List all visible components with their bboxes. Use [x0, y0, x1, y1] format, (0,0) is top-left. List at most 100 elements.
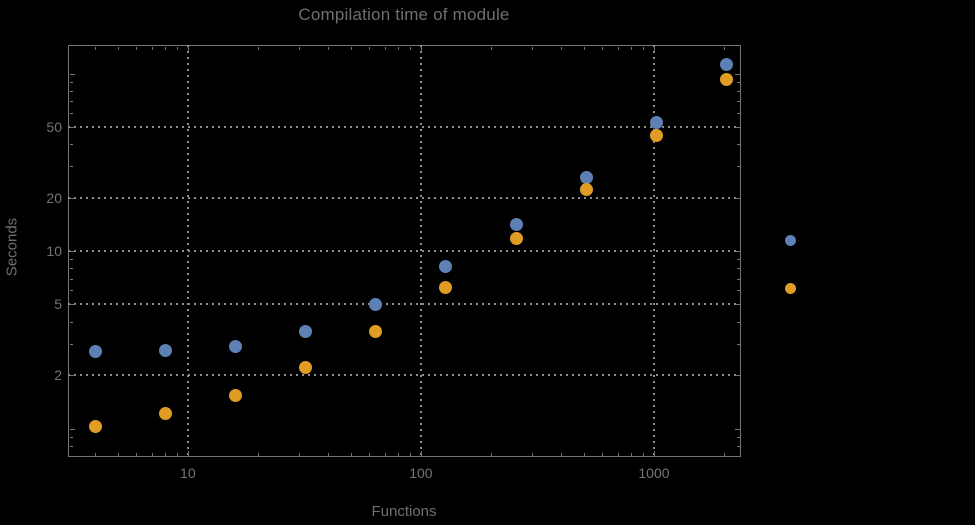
x-tick-top-40 — [328, 46, 330, 50]
y-tick-20 — [69, 197, 75, 199]
data-point-blue-x512 — [579, 170, 593, 184]
y-tick-right-80 — [737, 90, 740, 92]
x-tick-7 — [151, 453, 153, 456]
y-tick-right-60 — [737, 112, 740, 114]
x-tick-200 — [491, 453, 493, 456]
data-point-blue-x1024 — [649, 116, 663, 130]
x-tick-80 — [398, 453, 400, 456]
x-tick-top-90 — [410, 46, 412, 50]
x-tick-300 — [532, 453, 534, 456]
y-tick-right-1 — [734, 428, 740, 430]
x-tick-500 — [583, 453, 585, 456]
x-tick-600 — [602, 453, 604, 456]
data-point-orange-x512 — [579, 182, 593, 196]
x-tick-top-10 — [187, 46, 189, 52]
x-tick-top-500 — [583, 46, 585, 50]
y-tick-1 — [69, 428, 75, 430]
y-tick-right-40 — [737, 144, 740, 146]
y-tick-right-5 — [734, 304, 740, 306]
data-point-blue-x64 — [369, 297, 383, 311]
y-axis-label: Seconds — [3, 217, 21, 277]
data-point-orange-x256 — [509, 232, 523, 246]
x-tick-20 — [258, 453, 259, 456]
y-tick-right-50 — [734, 127, 740, 129]
x-tick-1000 — [653, 450, 655, 456]
y-tick-0.7000000000000001 — [69, 456, 73, 457]
x-tick-label-100: 100 — [409, 465, 433, 481]
x-tick-top-30 — [299, 46, 301, 50]
y-tick-right-9 — [737, 259, 740, 261]
x-tick-top-60 — [369, 46, 371, 50]
y-tick-6 — [69, 290, 73, 292]
gridline-y-50 — [68, 126, 740, 129]
y-tick-4 — [69, 321, 73, 323]
y-tick-9 — [69, 259, 73, 261]
y-tick-right-3 — [737, 343, 740, 345]
x-tick-top-70 — [384, 46, 386, 50]
x-tick-top-1000 — [653, 46, 655, 52]
x-tick-top-600 — [602, 46, 604, 50]
gridline-y-20 — [68, 196, 740, 199]
y-tick-right-4 — [737, 321, 740, 323]
x-tick-70 — [384, 453, 386, 456]
x-tick-top-5 — [117, 46, 119, 50]
data-point-blue-x2048 — [720, 57, 733, 71]
y-tick-90 — [69, 81, 73, 83]
y-tick-right-2 — [734, 375, 740, 377]
x-tick-top-6 — [136, 46, 138, 50]
y-tick-70 — [69, 101, 73, 103]
x-tick-top-300 — [532, 46, 534, 50]
y-tick-right-6 — [737, 290, 740, 292]
y-tick-right-100 — [734, 73, 740, 75]
x-tick-top-200 — [491, 46, 493, 50]
x-tick-label-10: 10 — [180, 465, 196, 481]
data-point-orange-x1024 — [649, 128, 663, 142]
x-tick-top-9 — [177, 46, 179, 50]
y-tick-right-20 — [734, 197, 740, 199]
x-tick-800 — [631, 453, 633, 456]
y-tick-label-50: 50 — [46, 119, 62, 136]
x-axis-label: Functions — [371, 503, 437, 520]
x-tick-top-700 — [617, 46, 619, 50]
data-point-orange-x32 — [299, 361, 313, 375]
y-tick-50 — [69, 127, 75, 129]
x-tick-4 — [95, 453, 97, 456]
data-point-blue-x16 — [228, 339, 242, 353]
data-point-blue-x256 — [509, 218, 523, 232]
y-tick-80 — [69, 90, 73, 92]
x-tick-top-800 — [631, 46, 633, 50]
x-tick-6 — [136, 453, 138, 456]
y-tick-right-90 — [737, 81, 740, 83]
y-tick-right-0.7000000000000001 — [737, 456, 740, 457]
x-tick-60 — [369, 453, 371, 456]
y-tick-40 — [69, 144, 73, 146]
data-point-orange-x2048 — [720, 72, 733, 86]
y-tick-5 — [69, 304, 75, 306]
x-tick-100 — [420, 450, 422, 456]
x-tick-400 — [561, 453, 563, 456]
x-tick-50 — [350, 453, 352, 456]
y-tick-label-10: 10 — [46, 243, 62, 260]
x-tick-top-50 — [350, 46, 352, 50]
y-tick-2 — [69, 375, 75, 377]
data-point-orange-x8 — [158, 406, 172, 420]
y-tick-100 — [69, 73, 75, 75]
y-tick-60 — [69, 112, 73, 114]
x-tick-40 — [328, 453, 330, 456]
x-tick-5 — [117, 453, 119, 456]
y-tick-right-10 — [734, 251, 740, 253]
data-point-orange-x128 — [439, 281, 453, 295]
y-tick-10 — [69, 251, 75, 253]
y-tick-7 — [69, 278, 73, 280]
x-tick-2000 — [724, 453, 726, 456]
gridline-y-5 — [68, 303, 740, 306]
y-tick-8 — [69, 268, 73, 270]
x-tick-10 — [187, 450, 189, 456]
legend-marker-orange — [784, 283, 796, 294]
y-tick-right-30 — [737, 166, 740, 168]
x-tick-30 — [299, 453, 301, 456]
x-tick-top-900 — [643, 46, 645, 50]
y-tick-right-8 — [737, 268, 740, 270]
data-point-blue-x128 — [439, 259, 453, 273]
gridline-y-10 — [68, 250, 740, 253]
